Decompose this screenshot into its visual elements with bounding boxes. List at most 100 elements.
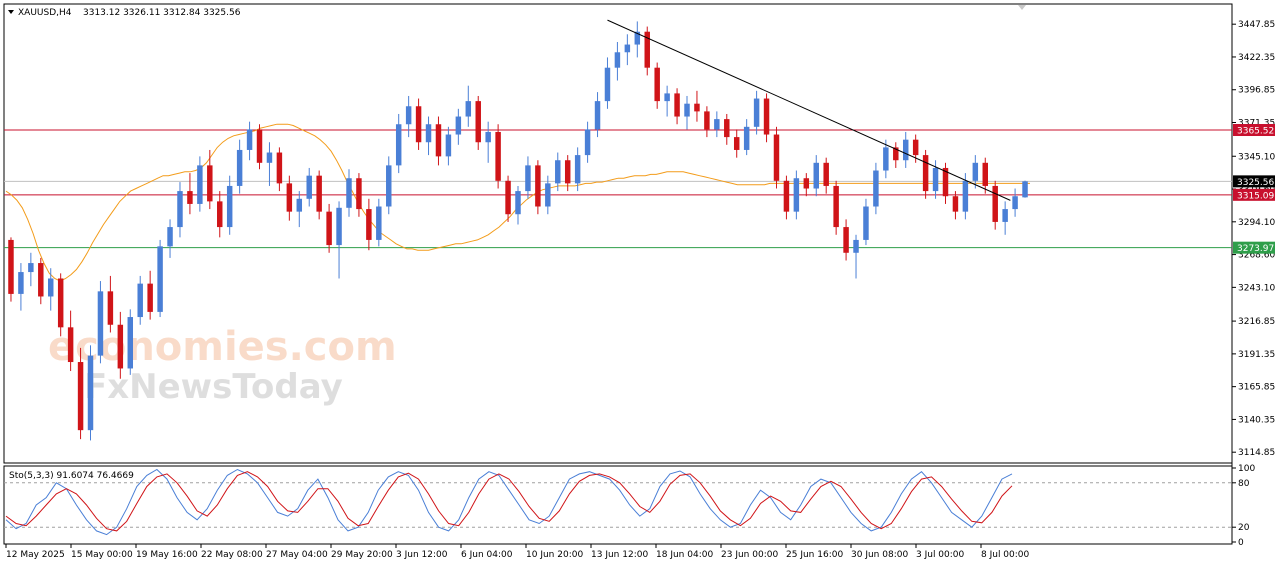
candle xyxy=(38,257,44,305)
candle-body xyxy=(962,180,969,212)
candle xyxy=(1002,201,1008,235)
price-tick-label: 3371.35 xyxy=(1238,119,1275,129)
candle-body xyxy=(972,162,979,181)
candle xyxy=(743,119,750,156)
price-tick-label: 3294.10 xyxy=(1238,218,1275,228)
time-tick-label: 3 Jul 00:00 xyxy=(916,550,965,560)
candle xyxy=(545,175,551,215)
time-tick-label: 6 Jun 04:00 xyxy=(461,550,513,560)
candle-body xyxy=(674,93,680,117)
candle-body xyxy=(704,111,710,130)
candle-body xyxy=(87,355,94,431)
candle xyxy=(415,98,422,150)
candle-body xyxy=(177,191,183,228)
candle-body xyxy=(465,101,472,117)
ohlc-readout: 3313.12 3326.11 3312.84 3325.56 xyxy=(83,8,241,18)
candle xyxy=(246,121,253,161)
symbol-title: XAUUSD,H4 xyxy=(18,8,72,18)
candle-body xyxy=(405,106,412,125)
candle-body xyxy=(207,165,213,202)
candle-body xyxy=(545,183,551,207)
candle-body xyxy=(803,178,810,189)
time-tick-label: 13 Jun 12:00 xyxy=(591,550,648,560)
candle xyxy=(256,124,263,170)
scroll-marker-icon[interactable] xyxy=(1018,5,1026,10)
candle-body xyxy=(495,131,501,181)
candle-body xyxy=(28,263,34,273)
candle-body xyxy=(445,134,452,157)
candle xyxy=(624,34,631,66)
candle xyxy=(594,92,601,138)
price-tick-label: 3243.10 xyxy=(1238,283,1275,293)
candle-body xyxy=(763,98,770,135)
candle-body xyxy=(1002,209,1008,222)
candle xyxy=(803,173,810,197)
candle xyxy=(8,237,14,302)
candle-body xyxy=(286,183,293,212)
candle xyxy=(395,113,402,174)
candle xyxy=(863,198,869,246)
time-tick-label: 8 Jul 00:00 xyxy=(981,550,1030,560)
candle-body xyxy=(743,126,750,150)
candle-body xyxy=(753,98,760,127)
time-tick-label: 22 May 08:00 xyxy=(201,550,263,560)
candle xyxy=(525,156,531,199)
candle xyxy=(306,167,312,207)
watermark-line1: economies.com xyxy=(48,324,397,370)
candle-body xyxy=(932,167,939,192)
candle-body xyxy=(117,324,124,369)
stochastic-axis: 100 80 20 0 xyxy=(1232,464,1255,548)
candle-body xyxy=(137,283,143,318)
candle-body xyxy=(1022,181,1028,198)
candle xyxy=(286,175,293,221)
candle xyxy=(18,263,24,311)
time-tick-label: 19 May 16:00 xyxy=(136,550,198,560)
level-label-box xyxy=(1233,188,1275,201)
candle-body xyxy=(654,67,660,102)
candle-body xyxy=(415,106,422,143)
candle xyxy=(753,90,760,135)
candle xyxy=(236,139,243,194)
price-tick-label: 3447.85 xyxy=(1238,20,1275,30)
time-axis: 12 May 2025 15 May 00:00 19 May 16:00 22 Ma… xyxy=(5,544,1030,560)
candle xyxy=(167,219,173,258)
candle xyxy=(316,170,322,220)
candle-body xyxy=(515,191,521,215)
candle xyxy=(1012,188,1018,217)
dropdown-icon[interactable] xyxy=(8,10,14,14)
candle-body xyxy=(634,31,641,45)
price-axis: 3447.853422.353396.853371.353345.103319.… xyxy=(1232,20,1275,458)
candle-body xyxy=(594,101,601,130)
candle-body xyxy=(57,278,64,328)
candle-body xyxy=(644,31,650,68)
watermark: economies.com FxNewsToday xyxy=(48,324,397,407)
candle xyxy=(724,113,730,145)
candle xyxy=(366,198,372,251)
candle-body xyxy=(783,180,790,212)
level-label-box xyxy=(1233,124,1275,137)
candle-body xyxy=(942,167,949,197)
candle xyxy=(972,155,979,189)
trendline[interactable] xyxy=(607,19,1011,201)
price-tick-label: 3268.60 xyxy=(1238,251,1275,261)
candle xyxy=(853,234,859,279)
candle xyxy=(57,273,64,337)
candle xyxy=(356,173,362,217)
candle-body xyxy=(853,239,859,253)
candle xyxy=(664,85,670,117)
candle-body xyxy=(346,178,352,208)
candle-body xyxy=(694,103,700,112)
candle xyxy=(783,175,790,220)
candle-body xyxy=(922,155,929,192)
candle-body xyxy=(873,170,879,207)
candle-body xyxy=(77,362,84,431)
candle-body xyxy=(584,129,591,156)
candle-body xyxy=(187,191,193,204)
candle xyxy=(187,173,193,215)
candle xyxy=(634,21,641,58)
candle xyxy=(147,270,153,320)
watermark-line2: FxNewsToday xyxy=(84,367,343,407)
candle-body xyxy=(236,149,243,186)
